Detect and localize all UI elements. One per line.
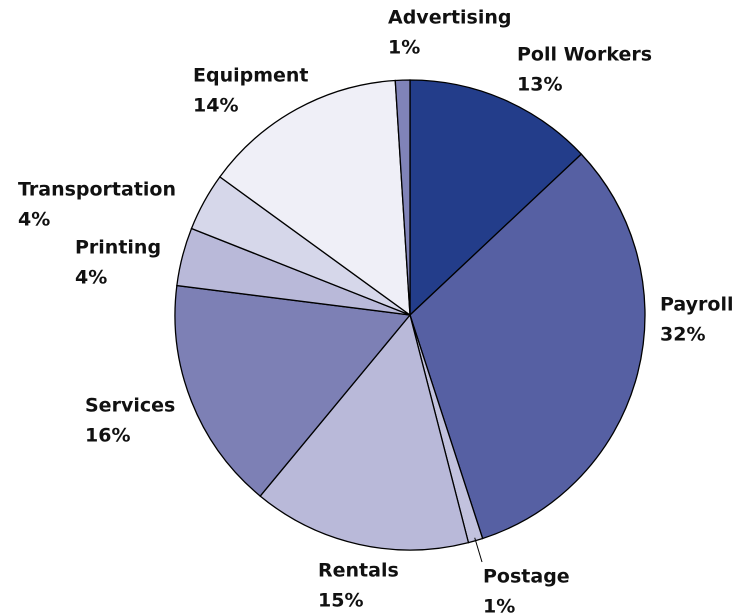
slice-label: Postage — [483, 566, 570, 588]
slice-value-label: 4% — [75, 267, 107, 289]
slice-label: Services — [85, 395, 175, 417]
pie-slice — [174, 284, 412, 497]
slice-value-label: 14% — [193, 95, 238, 117]
pie-slice — [409, 153, 646, 540]
pie-slice — [218, 79, 411, 317]
slice-value-label: 13% — [517, 74, 562, 96]
slice-label: Rentals — [318, 560, 399, 582]
slice-label: Printing — [75, 237, 161, 259]
leader-line — [474, 537, 483, 563]
slice-value-label: 16% — [85, 425, 130, 447]
slice-label: Advertising — [388, 7, 512, 29]
slice-value-label: 32% — [660, 324, 705, 346]
pie-slice — [259, 313, 470, 551]
slice-label: Poll Workers — [517, 44, 652, 66]
slice-label: Equipment — [193, 65, 309, 87]
slice-label: Transportation — [18, 179, 176, 201]
pie-slice — [409, 79, 583, 317]
pie-slice — [394, 79, 411, 316]
slice-value-label: 4% — [18, 209, 50, 231]
slice-label: Payroll — [660, 294, 734, 316]
slice-value-label: 1% — [483, 596, 515, 615]
slice-value-label: 1% — [388, 37, 420, 59]
slice-value-label: 15% — [318, 590, 363, 612]
